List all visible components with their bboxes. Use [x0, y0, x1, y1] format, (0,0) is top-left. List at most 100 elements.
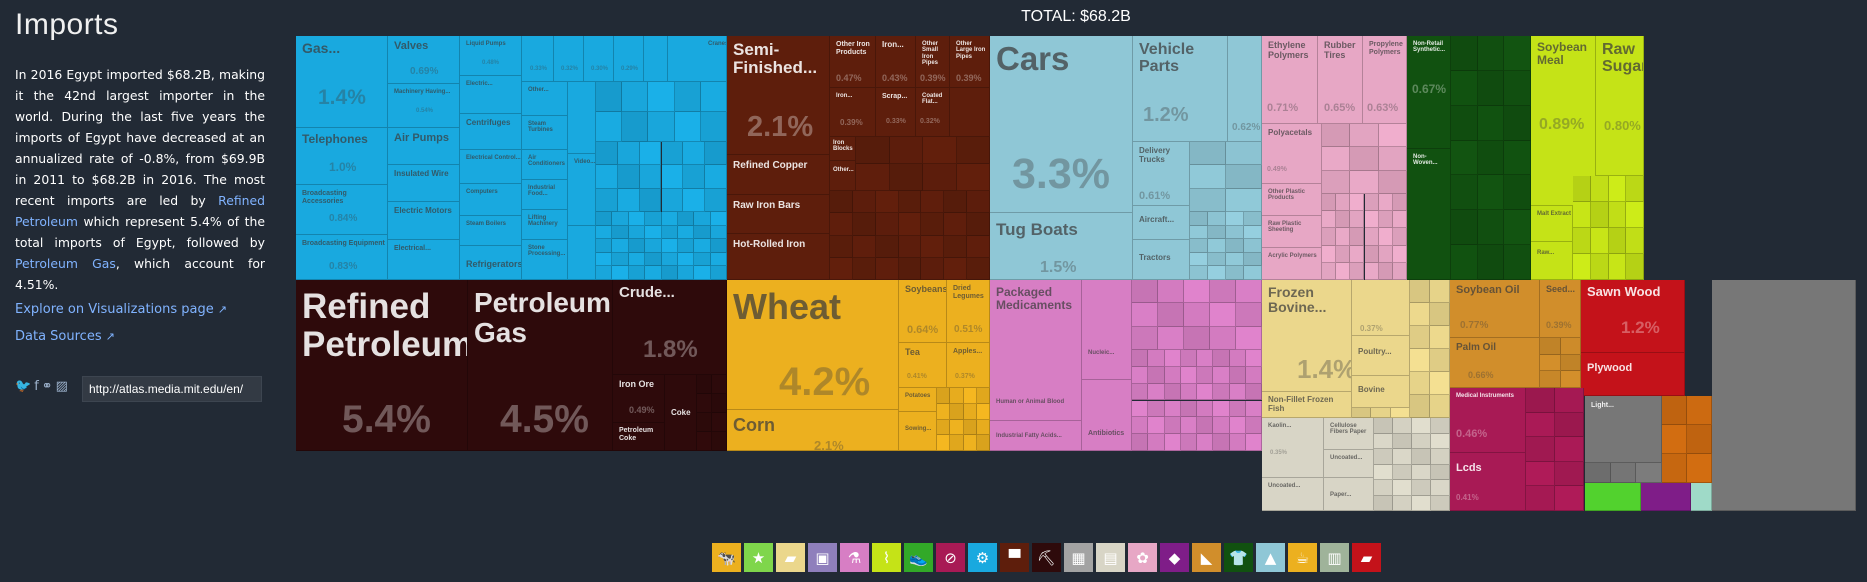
treemap-cell[interactable] [1687, 454, 1712, 483]
treemap-cell[interactable] [950, 435, 964, 451]
treemap-cell[interactable] [1374, 464, 1393, 480]
treemap-cell[interactable] [677, 239, 695, 253]
treemap-cell[interactable]: Kaolin... 0.35% [1262, 418, 1324, 478]
treemap-cell[interactable] [1364, 228, 1379, 246]
treemap-cell[interactable] [898, 191, 922, 214]
treemap-cell[interactable] [1132, 303, 1158, 327]
treemap-cell[interactable] [1190, 165, 1226, 189]
treemap-cell[interactable] [1364, 245, 1379, 263]
treemap-cell[interactable] [1190, 239, 1208, 253]
treemap-cell[interactable] [937, 419, 951, 436]
treemap-cell[interactable] [1164, 400, 1181, 418]
treemap-cell[interactable] [976, 435, 990, 451]
treemap-cell[interactable] [967, 213, 990, 236]
treemap-cell[interactable] [852, 191, 876, 214]
treemap-cell[interactable] [1504, 140, 1531, 176]
treemap-cell[interactable] [1687, 425, 1712, 454]
treemap-cell[interactable] [1322, 124, 1351, 148]
treemap-cell[interactable]: Polyacetals 0.49% [1262, 124, 1322, 184]
treemap-cell[interactable] [697, 432, 712, 451]
treemap-cell[interactable] [705, 165, 727, 189]
treemap-cell[interactable] [1229, 417, 1246, 435]
treemap-cell[interactable] [1148, 417, 1165, 435]
treemap-cell[interactable] [1213, 434, 1230, 451]
treemap-cell[interactable] [1555, 461, 1584, 487]
treemap-cell[interactable]: Petroleum Gas 4.5% [468, 280, 613, 451]
treemap-cell[interactable]: Iron Ore 0.49% [613, 375, 665, 423]
treemap-cell[interactable] [710, 225, 727, 240]
treemap-cell[interactable] [1164, 350, 1181, 367]
treemap-cell[interactable] [1213, 417, 1230, 435]
treemap-cell[interactable]: Human or Animal Blood [990, 371, 1082, 421]
treemap-cell[interactable] [645, 239, 662, 253]
treemap-cell[interactable] [1336, 228, 1351, 246]
treemap-cell[interactable] [1180, 417, 1197, 435]
treemap-cell[interactable] [1197, 383, 1214, 401]
treemap-cell[interactable] [694, 225, 711, 240]
treemap-cell[interactable] [1213, 383, 1230, 401]
treemap-cell[interactable] [1190, 252, 1208, 267]
treemap-cell[interactable]: 0.33% [522, 36, 554, 82]
treemap-cell[interactable]: Vehicle Parts 1.2% [1133, 36, 1228, 142]
treemap-cell[interactable]: Steam Turbines [522, 116, 568, 150]
treemap-cell[interactable] [1236, 280, 1262, 304]
treemap-cell[interactable]: Bovine [1352, 376, 1410, 408]
treemap-cell[interactable] [1662, 396, 1687, 425]
treemap-cell[interactable]: Raw Plastic Sheeting [1262, 216, 1322, 248]
treemap-cell[interactable]: Plywood [1581, 353, 1685, 396]
treemap-cell[interactable] [1322, 228, 1337, 246]
treemap-cell[interactable] [1393, 495, 1412, 511]
treemap-cell[interactable] [1226, 239, 1244, 253]
treemap-cell[interactable] [1229, 383, 1246, 401]
treemap-cell[interactable] [1158, 280, 1184, 304]
treemap-cell[interactable]: Hot-Rolled Iron [727, 234, 830, 280]
treemap-cell[interactable] [963, 403, 977, 420]
link-icon[interactable]: ⚭ [41, 379, 53, 394]
treemap-cell[interactable]: Stone Processing... [522, 240, 568, 280]
treemap-cell[interactable] [710, 212, 727, 226]
treemap-cell[interactable] [1626, 202, 1644, 228]
treemap-cell[interactable] [1132, 280, 1158, 304]
treemap-cell[interactable] [1132, 326, 1158, 350]
treemap-cell[interactable] [596, 252, 613, 267]
treemap-cell[interactable]: Medical Instruments 0.46% [1450, 388, 1526, 453]
treemap-cell[interactable]: Other... [830, 161, 856, 191]
treemap-cell[interactable] [622, 82, 649, 112]
treemap-cell[interactable] [1477, 175, 1505, 211]
treemap-cell[interactable] [1477, 140, 1505, 176]
treemap-cell[interactable] [1431, 433, 1450, 449]
treemap-cell[interactable]: Frozen Bovine... 1.4% [1262, 280, 1352, 392]
treemap-cell[interactable] [852, 213, 876, 236]
treemap-cell[interactable] [1208, 252, 1226, 267]
treemap-cell[interactable]: Iron... 0.39% [830, 88, 876, 137]
treemap-cell[interactable]: Other... [522, 82, 568, 116]
facebook-icon[interactable]: f [34, 379, 39, 394]
treemap-cell[interactable] [661, 142, 684, 166]
treemap-cell[interactable] [950, 403, 964, 420]
treemap-cell[interactable]: Soybeans 0.64% [899, 280, 947, 343]
treemap-cell[interactable] [1132, 383, 1149, 401]
treemap-cell[interactable]: 0.29% [614, 36, 644, 82]
share-url-field[interactable]: http://atlas.media.mit.edu/en/ [82, 376, 262, 402]
treemap-cell[interactable] [1322, 245, 1337, 263]
treemap-cell[interactable] [1540, 354, 1561, 372]
treemap-cell[interactable] [712, 413, 727, 432]
treemap-cell[interactable] [1210, 303, 1236, 327]
treemap-cell[interactable] [1322, 194, 1337, 212]
treemap-cell[interactable] [596, 188, 618, 212]
treemap-cell[interactable] [1392, 228, 1407, 246]
treemap-cell[interactable]: Potatoes [899, 388, 937, 412]
treemap-cell[interactable]: Refined Copper [727, 155, 830, 195]
treemap-cell[interactable] [1245, 366, 1262, 384]
treemap-cell[interactable] [956, 137, 990, 164]
treemap-cell[interactable] [645, 225, 662, 240]
textiles-icon[interactable]: ⛏ [1032, 543, 1061, 572]
treemap-cell[interactable] [1197, 417, 1214, 435]
treemap-cell[interactable]: Raw Sugar 0.80% [1596, 36, 1644, 176]
treemap-cell[interactable] [889, 137, 923, 164]
treemap-cell[interactable] [875, 257, 899, 280]
treemap-cell[interactable] [1431, 495, 1450, 511]
treemap-cell[interactable] [1636, 463, 1662, 483]
treemap-cell[interactable]: Dried Legumes 0.51% [947, 280, 990, 343]
treemap-cell[interactable] [944, 257, 968, 280]
